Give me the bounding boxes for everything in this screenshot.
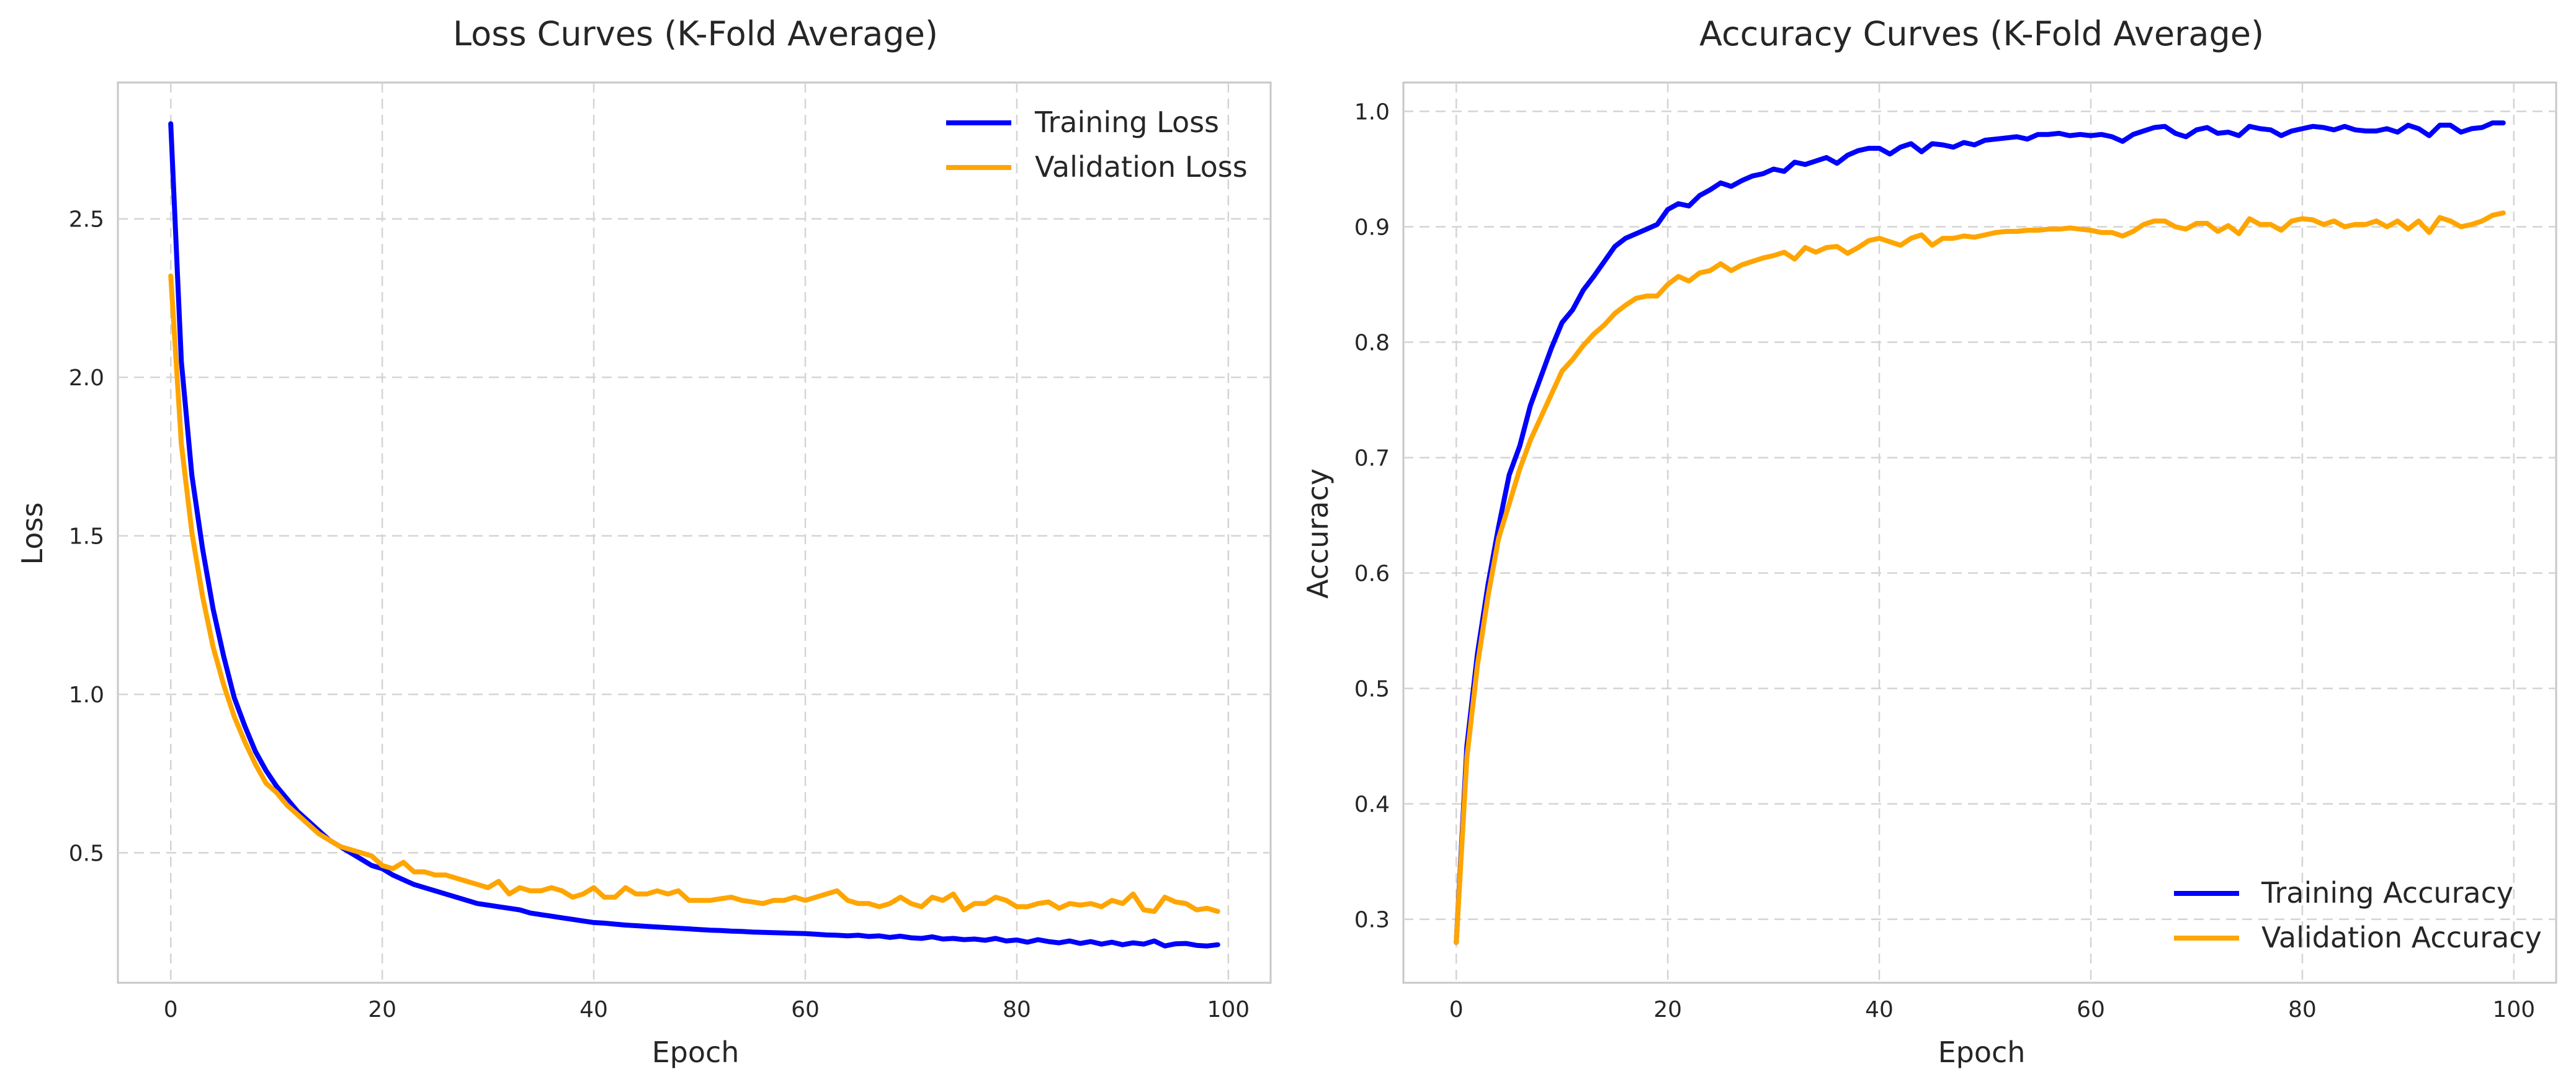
series-line-training-loss bbox=[168, 121, 1220, 949]
accuracy-y-tick-0.6: 0.6 bbox=[1354, 561, 1390, 587]
accuracy-y-tick-0.4: 0.4 bbox=[1354, 792, 1390, 818]
loss-x-tick-60: 60 bbox=[791, 997, 820, 1022]
legend-label-training-loss: Training Loss bbox=[1034, 105, 1219, 139]
accuracy-chart-title: Accuracy Curves (K-Fold Average) bbox=[1699, 14, 2264, 53]
accuracy-chart-panel: Accuracy Curves (K-Fold Average) 0 20 40 60… bbox=[1301, 14, 2557, 1069]
accuracy-y-tick-0.3: 0.3 bbox=[1354, 908, 1390, 933]
accuracy-x-axis-label: Epoch bbox=[1938, 1036, 2026, 1069]
accuracy-plot-area bbox=[1402, 81, 2557, 984]
loss-tick-labels: 0 20 40 60 80 100 0.5 1.0 1.5 2.0 2.5 bbox=[69, 207, 1250, 1022]
loss-y-tick-1.5: 1.5 bbox=[69, 524, 104, 550]
accuracy-x-tick-60: 60 bbox=[2077, 997, 2105, 1022]
loss-chart-title: Loss Curves (K-Fold Average) bbox=[453, 14, 938, 53]
legend-label-training-accuracy: Training Accuracy bbox=[2261, 876, 2513, 910]
accuracy-x-tick-100: 100 bbox=[2492, 997, 2535, 1022]
loss-y-tick-0.5: 0.5 bbox=[69, 841, 104, 867]
loss-x-tick-40: 40 bbox=[579, 997, 608, 1022]
accuracy-x-tick-20: 20 bbox=[1653, 997, 1682, 1022]
loss-plot-area bbox=[117, 81, 1272, 984]
loss-x-tick-0: 0 bbox=[164, 997, 178, 1022]
accuracy-y-tick-0.7: 0.7 bbox=[1354, 446, 1390, 472]
loss-legend: Training Loss Validation Loss bbox=[946, 105, 1248, 184]
accuracy-series-lines bbox=[1454, 120, 2506, 945]
loss-y-tick-2.5: 2.5 bbox=[69, 207, 104, 233]
accuracy-x-tick-0: 0 bbox=[1449, 997, 1464, 1022]
loss-y-axis-label: Loss bbox=[16, 503, 49, 565]
loss-grid bbox=[118, 83, 1271, 983]
accuracy-y-tick-0.9: 0.9 bbox=[1354, 215, 1390, 241]
loss-x-tick-100: 100 bbox=[1207, 997, 1250, 1022]
accuracy-x-tick-80: 80 bbox=[2288, 997, 2317, 1022]
accuracy-y-axis-label: Accuracy bbox=[1301, 468, 1335, 599]
series-line-validation-accuracy bbox=[1454, 210, 2506, 945]
loss-chart-panel: Loss Curves (K-Fold Average) 0 20 40 60 80 10… bbox=[16, 14, 1272, 1069]
accuracy-grid bbox=[1403, 83, 2556, 983]
legend-label-validation-loss: Validation Loss bbox=[1035, 150, 1248, 184]
loss-x-tick-80: 80 bbox=[1003, 997, 1031, 1022]
accuracy-y-tick-0.5: 0.5 bbox=[1354, 677, 1390, 702]
accuracy-y-tick-0.8: 0.8 bbox=[1354, 331, 1390, 356]
series-line-training-accuracy bbox=[1454, 120, 2506, 945]
loss-y-tick-1: 1.0 bbox=[69, 682, 104, 708]
series-line-validation-loss bbox=[168, 273, 1220, 914]
loss-y-tick-2: 2.0 bbox=[69, 365, 104, 391]
accuracy-x-tick-40: 40 bbox=[1865, 997, 1894, 1022]
accuracy-y-tick-1: 1.0 bbox=[1354, 100, 1390, 125]
accuracy-legend: Training Accuracy Validation Accuracy bbox=[2174, 876, 2542, 954]
loss-series-lines bbox=[168, 121, 1220, 949]
loss-x-axis-label: Epoch bbox=[652, 1036, 740, 1069]
accuracy-tick-labels: 0 20 40 60 80 100 0.3 0.4 0.5 0.6 0.7 0.8 0.9 1.0 bbox=[1354, 100, 2535, 1022]
legend-label-validation-accuracy: Validation Accuracy bbox=[2261, 921, 2542, 954]
loss-x-tick-20: 20 bbox=[368, 997, 396, 1022]
